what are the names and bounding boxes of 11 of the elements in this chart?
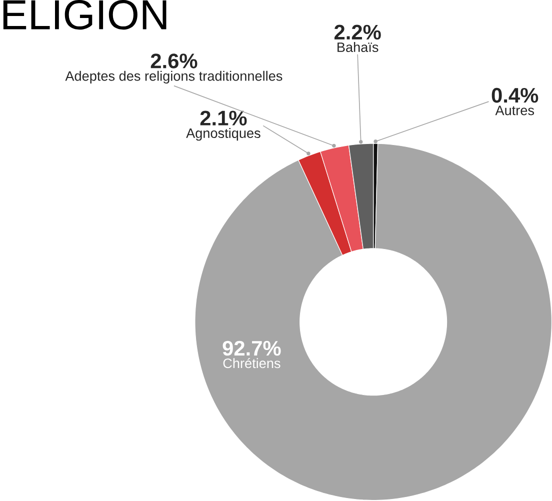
slice-label: Adeptes des religions traditionnelles bbox=[65, 71, 282, 84]
slice-label: Chrétiens bbox=[223, 358, 280, 368]
slice-label: Bahaïs bbox=[338, 42, 378, 52]
data-label: 92.7% bbox=[222, 341, 281, 356]
data-label: 2.1% bbox=[200, 110, 247, 126]
data-label: 0.4% bbox=[492, 88, 538, 103]
data-label: 2.2% bbox=[334, 24, 381, 40]
slice-label: Autres bbox=[495, 106, 534, 116]
chart-title: ELIGION bbox=[3, 0, 166, 30]
slice-label: Agnostiques bbox=[186, 128, 260, 141]
data-label: 2.6% bbox=[150, 54, 198, 69]
